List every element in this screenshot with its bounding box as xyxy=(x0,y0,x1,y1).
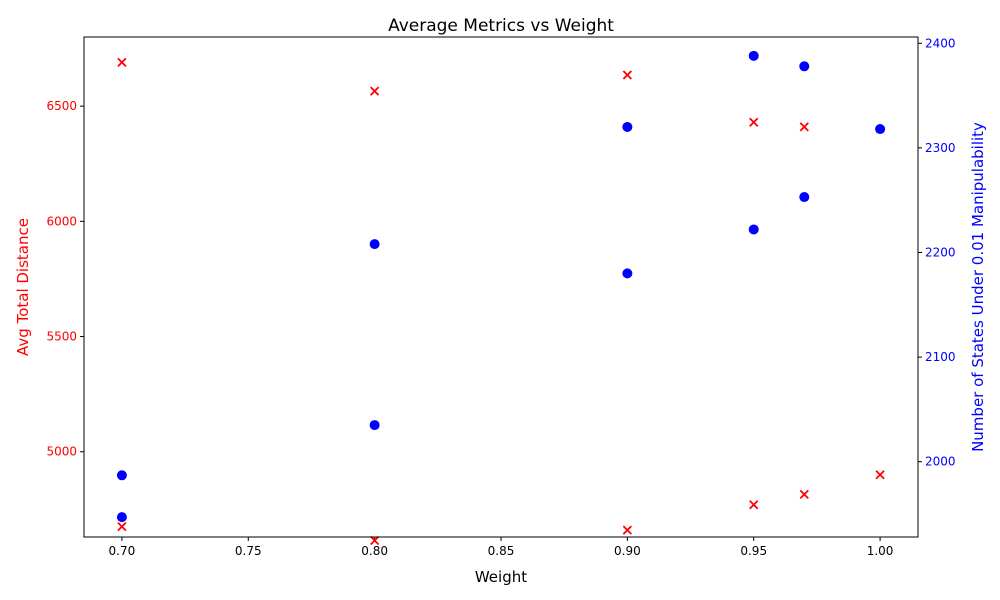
left-y-tick-label: 5000 xyxy=(46,445,77,459)
left-y-axis: 5000 5500 6000 6500 xyxy=(46,99,84,459)
manipulability-point xyxy=(748,224,759,235)
distance-point xyxy=(369,535,380,546)
x-tick-label: 0.75 xyxy=(235,544,262,558)
manipulability-point xyxy=(622,121,633,132)
x-tick-label: 0.85 xyxy=(488,544,515,558)
manipulability-point xyxy=(116,512,127,523)
x-tick-label: 1.00 xyxy=(867,544,894,558)
x-tick-label: 0.90 xyxy=(614,544,641,558)
distance-point xyxy=(749,117,759,127)
x-axis-title: Weight xyxy=(475,568,527,586)
right-y-axis-title: Number of States Under 0.01 Manipulabili… xyxy=(969,122,987,452)
right-y-tick-label: 2300 xyxy=(925,141,956,155)
manipulability-point xyxy=(748,50,759,61)
manipulability-point xyxy=(116,470,127,481)
manipulability-point xyxy=(875,124,886,135)
distance-point xyxy=(799,122,809,132)
plot-marks xyxy=(116,50,886,546)
x-axis: 0.70 0.75 0.80 0.85 0.90 0.95 1.00 xyxy=(109,537,894,558)
x-tick-label: 0.70 xyxy=(109,544,136,558)
manipulability-point xyxy=(799,61,810,72)
right-y-tick-label: 2200 xyxy=(925,245,956,259)
manipulability-point xyxy=(369,420,380,431)
left-y-axis-title: Avg Total Distance xyxy=(14,218,32,356)
distance-point xyxy=(749,500,759,510)
x-tick-label: 0.80 xyxy=(361,544,388,558)
manipulability-point xyxy=(622,268,633,279)
distance-point xyxy=(622,525,633,535)
distance-point xyxy=(117,521,127,532)
manipulability-point xyxy=(799,192,810,203)
left-y-tick-label: 6500 xyxy=(46,99,77,113)
right-y-axis: 2000 2100 2200 2300 2400 xyxy=(918,36,956,469)
right-y-tick-label: 2000 xyxy=(925,455,956,469)
manipulability-point xyxy=(369,239,380,250)
distance-point xyxy=(622,70,633,80)
distance-point xyxy=(875,470,885,480)
right-y-tick-label: 2100 xyxy=(925,350,956,364)
distance-point xyxy=(799,489,809,500)
distance-point xyxy=(369,86,380,96)
plot-frame xyxy=(83,36,919,538)
left-y-tick-label: 5500 xyxy=(46,330,77,344)
left-y-tick-label: 6000 xyxy=(46,214,77,228)
distance-point xyxy=(117,57,127,67)
x-tick-label: 0.95 xyxy=(740,544,767,558)
chart-title: Average Metrics vs Weight xyxy=(388,16,614,36)
right-y-tick-label: 2400 xyxy=(925,36,956,50)
